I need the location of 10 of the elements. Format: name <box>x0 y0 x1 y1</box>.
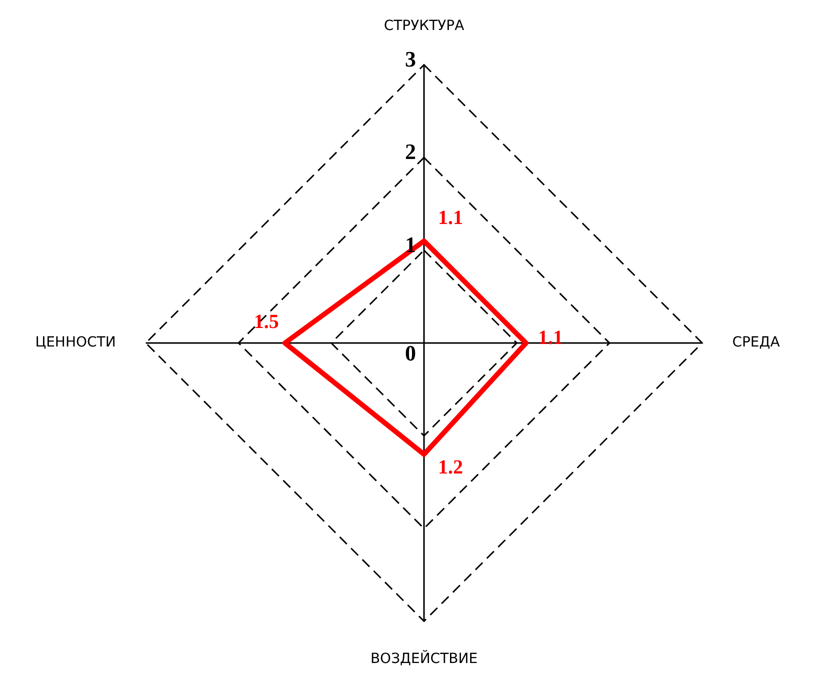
spoke-label: ЦЕННОСТИ <box>35 334 116 351</box>
spoke-label: СТРУКТУРА <box>384 18 465 34</box>
spoke-label: ВОЗДЕЙСТВИЕ <box>370 650 478 668</box>
y-tick-label: 2 <box>405 139 416 164</box>
y-tick-label: 3 <box>405 46 416 72</box>
spoke-label: СРЕДА <box>732 334 780 351</box>
y-tick-label: 0 <box>405 340 416 366</box>
data-label: 1.2 <box>438 456 463 478</box>
data-label: 1.5 <box>254 311 279 334</box>
data-label: 1.1 <box>438 207 463 230</box>
